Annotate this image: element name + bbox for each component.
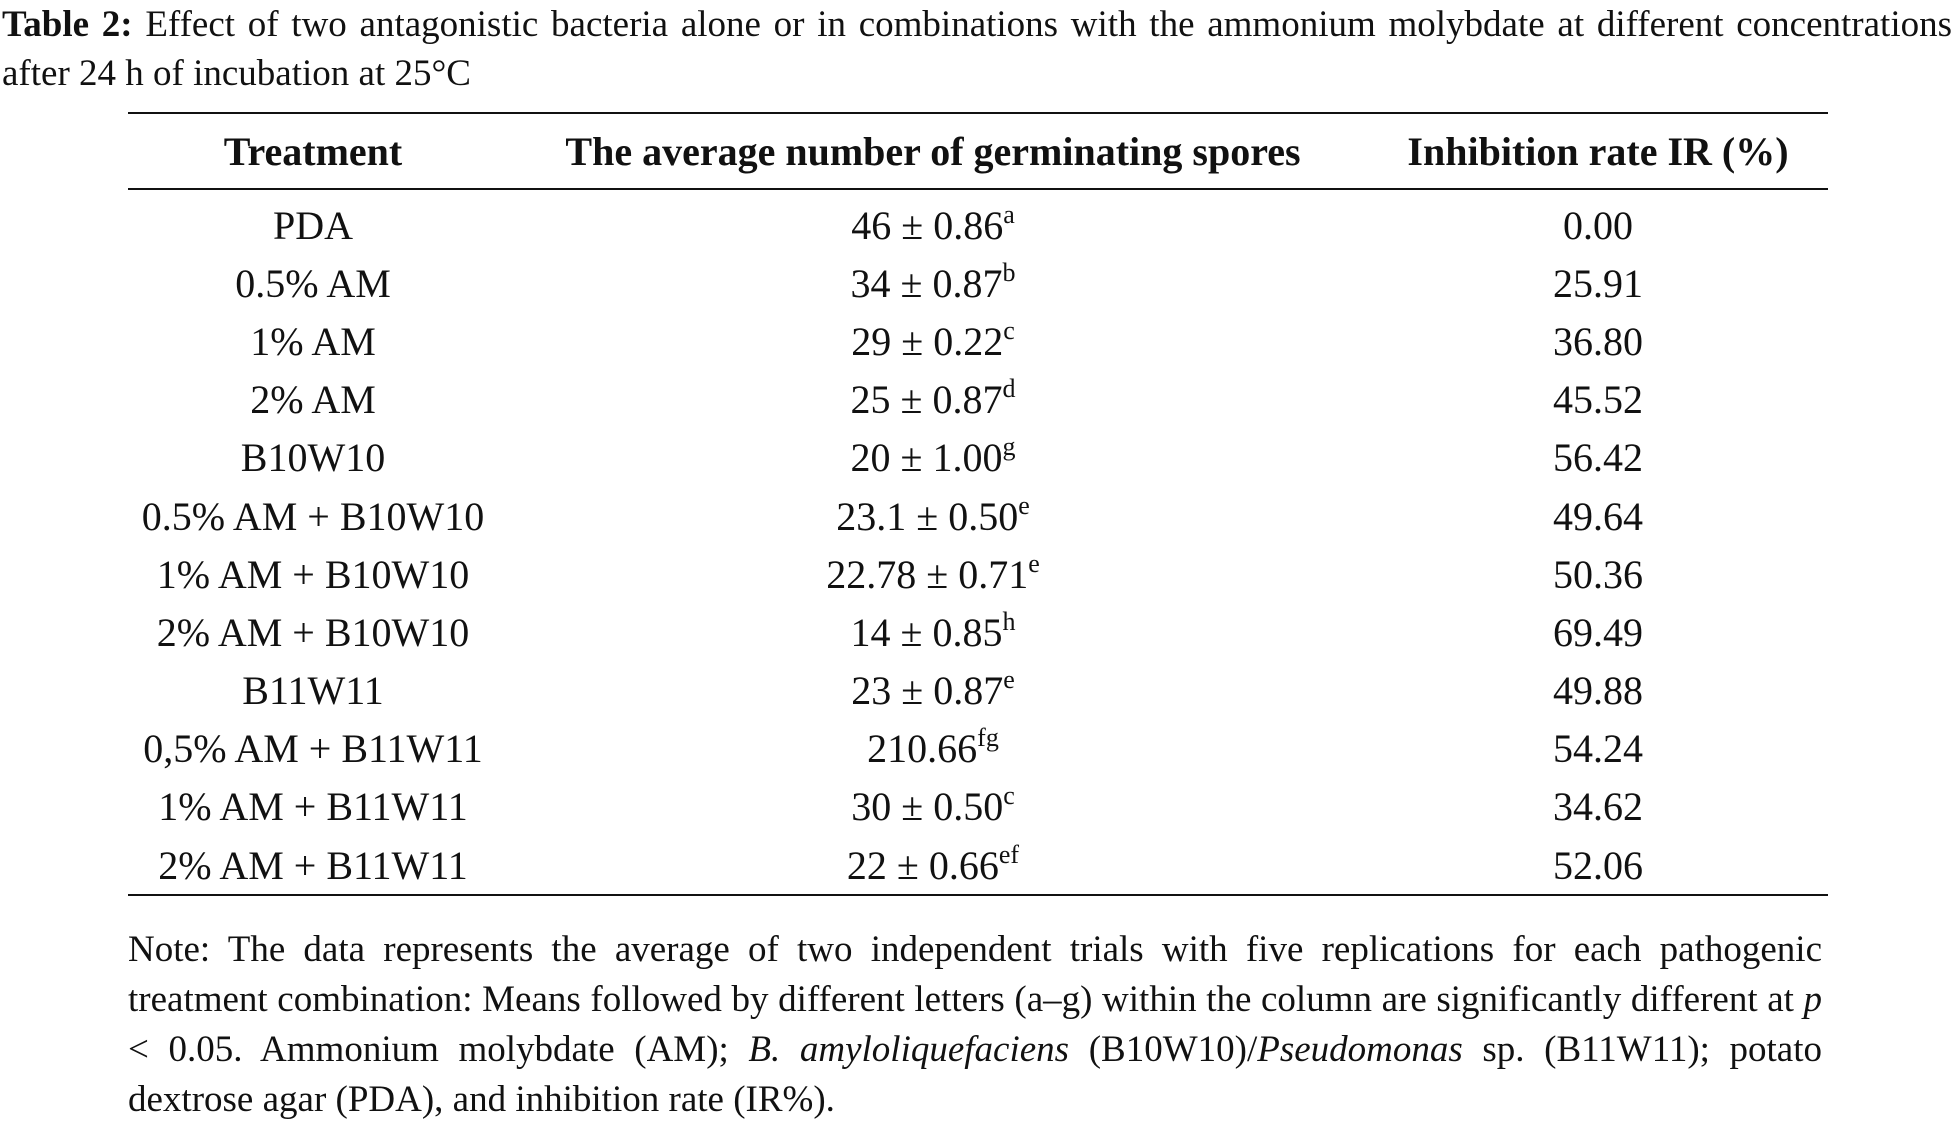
cell-inhibition-rate: 50.36 [1553,551,1643,597]
significance-letter: a [1003,199,1015,229]
cell-treatment: 0,5% AM + B11W11 [143,726,483,772]
table-row: 1% AM + B11W11 30 ± 0.50c 34.62 [128,778,1828,836]
cell-treatment: 1% AM + B11W11 [158,784,468,830]
cell-inhibition-rate: 49.88 [1553,668,1643,714]
cell-spores: 29 ± 0.22c [851,315,1015,364]
table-row: 2% AM + B11W11 22 ± 0.66ef 52.06 [128,836,1828,896]
header-germinating-spores: The average number of germinating spores [565,128,1301,174]
cell-spores: 46 ± 0.86a [851,199,1015,248]
table-header-row: Treatment The average number of germinat… [128,113,1828,189]
cell-spores: 34 ± 0.87b [850,257,1016,306]
cell-treatment: 2% AM + B10W10 [156,609,470,655]
table-row: 2% AM 25 ± 0.87d 45.52 [128,371,1828,429]
significance-letter: d [1002,374,1016,404]
cell-inhibition-rate: 49.64 [1553,493,1643,539]
cell-inhibition-rate: 25.91 [1553,260,1643,306]
cell-treatment: 0.5% AM + B10W10 [141,493,485,539]
significance-letter: c [1003,315,1015,345]
table-row: PDA 46 ± 0.86a 0.00 [128,189,1828,254]
cell-treatment: PDA [272,202,354,248]
cell-inhibition-rate: 45.52 [1553,377,1643,423]
cell-treatment: B11W11 [242,668,384,714]
cell-spores: 210.66fg [867,723,999,772]
significance-letter: e [1018,490,1030,520]
cell-spores: 23.1 ± 0.50e [836,490,1030,539]
table-note: Note: The data represents the average of… [128,929,1823,1120]
cell-inhibition-rate: 34.62 [1553,784,1643,830]
cell-spores: 22.78 ± 0.71e [826,548,1040,597]
cell-treatment: B10W10 [240,435,386,481]
table-row: 0.5% AM + B10W10 23.1 ± 0.50e 49.64 [128,487,1828,545]
cell-inhibition-rate: 52.06 [1553,842,1643,888]
table-row: B10W10 20 ± 1.00g 56.42 [128,429,1828,487]
species-name: B. amyloliquefaciens [748,1029,1070,1070]
table-row: 0,5% AM + B11W11 210.66fg 54.24 [128,720,1828,778]
caption-label: Table 2: [2,4,133,45]
table-row: B11W11 23 ± 0.87e 49.88 [128,662,1828,720]
cell-treatment: 0.5% AM [235,260,391,306]
header-inhibition-rate: Inhibition rate IR (%) [1407,128,1789,174]
cell-spores: 14 ± 0.85h [850,606,1016,655]
results-table-container: Treatment The average number of germinat… [128,112,1828,896]
table-row: 0.5% AM 34 ± 0.87b 25.91 [128,254,1828,312]
significance-letter: fg [977,723,999,753]
cell-inhibition-rate: 54.24 [1553,726,1643,772]
significance-letter: ef [998,839,1020,869]
header-treatment: Treatment [223,128,403,174]
significance-letter: h [1002,606,1016,636]
significance-letter: c [1003,781,1015,811]
cell-spores: 23 ± 0.87e [851,665,1015,714]
p-value-symbol: p [1803,979,1823,1020]
cell-inhibition-rate: 36.80 [1553,318,1643,364]
significance-letter: g [1002,432,1016,462]
caption-text: Effect of two antagonistic bacteria alon… [2,4,1952,94]
cell-spores: 22 ± 0.66ef [846,839,1020,888]
table-row: 1% AM 29 ± 0.22c 36.80 [128,312,1828,370]
table-caption: Table 2: Effect of two antagonistic bact… [2,0,1952,98]
cell-spores: 20 ± 1.00g [850,432,1016,481]
cell-inhibition-rate: 56.42 [1553,435,1643,481]
cell-spores: 30 ± 0.50c [851,781,1015,830]
significance-letter: e [1028,548,1040,578]
table-row: 1% AM + B10W10 22.78 ± 0.71e 50.36 [128,545,1828,603]
cell-treatment: 2% AM + B11W11 [158,842,468,888]
significance-letter: e [1003,665,1015,695]
cell-treatment: 1% AM + B10W10 [156,551,470,597]
table-row: 2% AM + B10W10 14 ± 0.85h 69.49 [128,603,1828,661]
cell-spores: 25 ± 0.87d [850,374,1016,423]
cell-inhibition-rate: 0.00 [1563,202,1633,248]
significance-letter: b [1002,257,1016,287]
cell-inhibition-rate: 69.49 [1553,609,1643,655]
results-table: Treatment The average number of germinat… [128,112,1828,896]
cell-treatment: 1% AM [250,318,376,364]
cell-treatment: 2% AM [250,377,376,423]
species-name: Pseudomonas [1257,1029,1463,1070]
